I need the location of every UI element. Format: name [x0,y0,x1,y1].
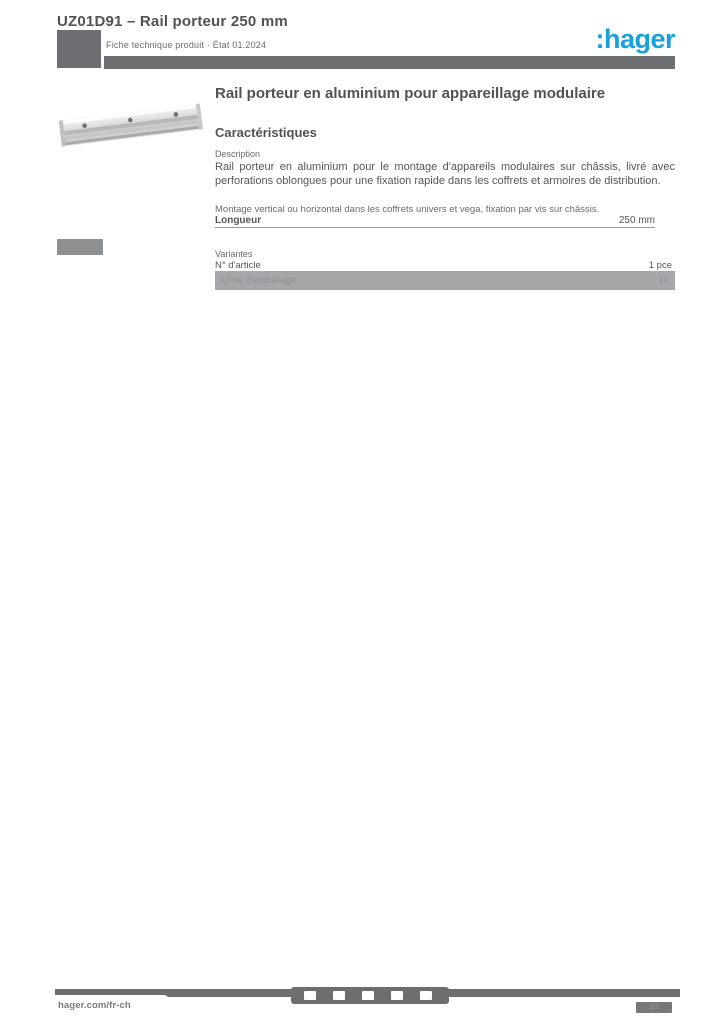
social-icons-block [291,987,449,1004]
certification-mark [57,239,103,255]
product-image [55,86,207,166]
variants-label: Variantes [215,249,253,259]
page-number-badge: 1/1 [636,1002,672,1013]
facebook-icon[interactable] [304,991,316,1000]
spec-value: 250 mm [618,215,655,226]
variant-label: Unité d'emballage [221,275,297,286]
section-heading: Caractéristiques [215,125,317,140]
youtube-icon[interactable] [391,991,403,1000]
document-subtitle: Fiche technique produit · État 01.2024 [106,40,267,50]
description-label: Description [215,149,261,159]
hager-logo: :hager [595,24,675,54]
table-row: Unité d'emballage 10 [215,271,675,290]
footer-url-link[interactable]: hager.com/fr-ch [58,1000,131,1011]
linkedin-icon[interactable] [362,991,374,1000]
variant-value: 10 [658,275,669,286]
spec-label: Longueur [215,215,262,226]
product-description: Rail porteur en aluminium pour le montag… [215,161,675,187]
aluminium-rail-image [58,103,203,147]
table-row: N° d'article 1 pce [215,260,675,272]
variant-value: 1 pce [648,260,672,271]
variant-label: N° d'article [215,260,261,271]
instagram-icon[interactable] [420,991,432,1000]
spec-row: Longueur 250 mm [215,215,655,228]
header-band [104,56,675,69]
footer-url-box[interactable]: hager.com/fr-ch [55,995,169,1021]
header-thumbnail [57,30,101,68]
product-title: Rail porteur en aluminium pour appareill… [215,85,606,102]
document-title: UZ01D91 – Rail porteur 250 mm [57,13,288,30]
x-icon[interactable] [333,991,345,1000]
product-note: Montage vertical ou horizontal dans les … [215,204,600,215]
